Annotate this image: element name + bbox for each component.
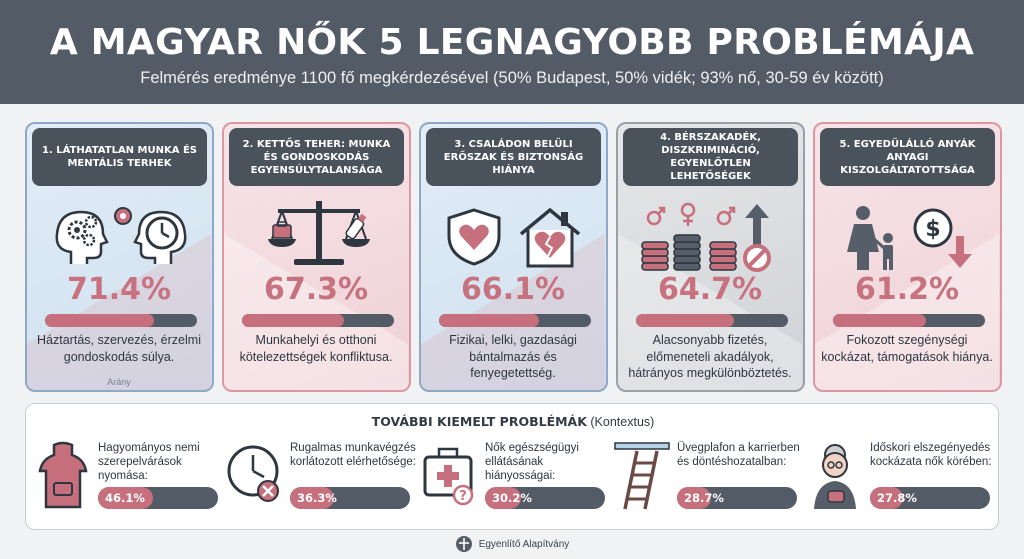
mother-child-icon [847, 206, 893, 270]
additional-problem-item: Hagyományos nemi szerepelvárások nyomása… [34, 441, 229, 521]
problem-card-title: 5. EGYEDÜLÁLLÓ ANYÁK ANYAGI KISZOLGÁLTAT… [820, 128, 995, 186]
additional-problem-percent: 28.7% [684, 491, 724, 505]
clock-blocked-icon [227, 445, 279, 502]
additional-problem-bar-fill: 30.2% [485, 487, 532, 509]
problem-bar-fill [833, 314, 927, 327]
card-background [815, 234, 999, 390]
footer: Egyenlítő Alapítvány [0, 535, 1024, 553]
problem-bar [439, 314, 591, 327]
problem-bar-fill [45, 314, 154, 327]
apron-icon [38, 441, 88, 509]
page-subtitle: Felmérés eredménye 1100 fő megkérdezésév… [140, 69, 884, 87]
additional-problem-percent: 36.3% [297, 491, 337, 505]
gender-symbols-icon [646, 202, 736, 226]
ladder-ceiling-icon [614, 442, 670, 510]
broken-heart-house-icon [519, 207, 581, 268]
problem-card-title: 4. BÉRSZAKADÉK, DISZKRIMINÁCIÓ, EGYENLŐT… [623, 128, 798, 186]
svg-text:$: $ [925, 217, 940, 242]
problem-bar-fill [636, 314, 735, 327]
additional-problem-percent: 46.1% [105, 491, 145, 505]
head-gears-icon [55, 207, 132, 264]
additional-problem-text: Üvegplafon a karrierben és döntéshozatal… [677, 442, 800, 468]
header-banner: A MAGYAR NŐK 5 LEGNAGYOBB PROBLÉMÁJA Fel… [0, 0, 1024, 104]
problem-card-4: 4. BÉRSZAKADÉK, DISZKRIMINÁCIÓ, EGYENLŐT… [616, 122, 805, 392]
bar-note: Arány [107, 377, 131, 387]
problem-bar [242, 314, 394, 327]
additional-problem-text: Időskori elszegényedés kockázata nők kör… [870, 442, 992, 468]
problem-bar [636, 314, 788, 327]
additional-problem-text: Hagyományos nemi szerepelvárások nyomása… [98, 442, 200, 482]
scale-icon [268, 201, 370, 265]
problem-bar [833, 314, 985, 327]
baby-bottle-icon [345, 213, 367, 240]
problem-percent: 67.3% [263, 272, 369, 307]
problem-bar [45, 314, 197, 327]
problem-percent: 61.2% [854, 272, 960, 307]
medical-kit-icon: ? [423, 447, 474, 506]
problem-card-5: 5. EGYEDÜLÁLLÓ ANYÁK ANYAGI KISZOLGÁLTAT… [813, 122, 1002, 392]
problem-percent: 64.7% [657, 272, 763, 307]
head-clock-icon [133, 210, 187, 264]
page-title: A MAGYAR NŐK 5 LEGNAGYOBB PROBLÉMÁJA [49, 22, 975, 63]
problem-description: Fokozott szegénységi kockázat, támogatás… [821, 333, 993, 364]
additional-problem-bar-fill: 28.7% [677, 487, 724, 509]
additional-problems-title: TOVÁBBI KIEMELT PROBLÉMÁK (Kontextus) [371, 414, 655, 429]
additional-problem-percent: 27.8% [877, 491, 917, 505]
organization-name: Egyenlítő Alapítvány [478, 538, 570, 550]
problem-card-title: 3. CSALÁDON BELÜLI ERŐSZAK ÉS BIZTONSÁG … [426, 128, 601, 186]
problem-bar-fill [439, 314, 540, 327]
problem-card-1: 1. LÁTHATATLAN MUNKA ÉS MENTÁLIS TERHEK … [25, 122, 214, 392]
card-background [421, 234, 605, 390]
card-background [618, 234, 802, 390]
additional-problem-percent: 30.2% [492, 491, 532, 505]
briefcase-icon [272, 224, 292, 239]
problem-card-2: 2. KETTŐS TEHER: MUNKA ÉS GONDOSKODÁS EG… [222, 122, 411, 392]
problem-description: Munkahelyi és otthoni kötelezettségek ko… [239, 333, 393, 364]
problem-description: Fizikai, lelki, gazdasági bántalmazás és… [449, 333, 577, 380]
additional-problem-text: Nők egészségügyi ellátásának hiányossága… [485, 442, 579, 482]
additional-problem-item: Rugalmas munkavégzés korlátozott elérhet… [226, 441, 421, 521]
additional-problem-item: Időskori elszegényedés kockázata nők kör… [806, 441, 1001, 521]
problem-bar-fill [242, 314, 345, 327]
problem-card-title: 2. KETTŐS TEHER: MUNKA ÉS GONDOSKODÁS EG… [229, 128, 404, 186]
problem-percent: 66.1% [460, 272, 566, 307]
card-background [27, 234, 211, 390]
coin-stacks-icon [641, 202, 771, 272]
blocked-arrow-icon [743, 204, 771, 272]
additional-problem-bar: 36.3% [290, 487, 410, 509]
additional-problem-bar-fill: 46.1% [98, 487, 154, 509]
shield-heart-icon [447, 208, 501, 266]
problem-card-3: 3. CSALÁDON BELÜLI ERŐSZAK ÉS BIZTONSÁG … [419, 122, 608, 392]
problem-description: Alacsonyabb fizetés, előmeneteli akadály… [628, 333, 792, 380]
additional-problem-item: ? Nők egészségügyi ellátásának hiányossá… [421, 441, 616, 521]
card-background [224, 234, 408, 390]
elderly-woman-icon [814, 444, 856, 509]
additional-problem-bar: 28.7% [677, 487, 797, 509]
additional-problem-bar-fill: 36.3% [290, 487, 337, 509]
additional-problem-bar: 30.2% [485, 487, 605, 509]
additional-problem-bar: 27.8% [870, 487, 990, 509]
svg-text:?: ? [459, 489, 467, 504]
additional-problem-bar: 46.1% [98, 487, 218, 509]
additional-problem-bar-fill: 27.8% [870, 487, 917, 509]
additional-problems-panel: TOVÁBBI KIEMELT PROBLÉMÁK (Kontextus) Ha… [25, 403, 999, 530]
problem-description: Háztartás, szervezés, érzelmi gondoskodá… [37, 333, 201, 364]
dollar-down-icon: $ [913, 208, 972, 268]
problem-percent: 71.4% [66, 272, 172, 307]
problem-card-title: 1. LÁTHATATLAN MUNKA ÉS MENTÁLIS TERHEK [32, 128, 207, 186]
additional-problem-text: Rugalmas munkavégzés korlátozott elérhet… [290, 442, 416, 468]
additional-problem-item: Üvegplafon a karrierben és döntéshozatal… [613, 441, 808, 521]
organization-logo-icon [455, 536, 472, 552]
